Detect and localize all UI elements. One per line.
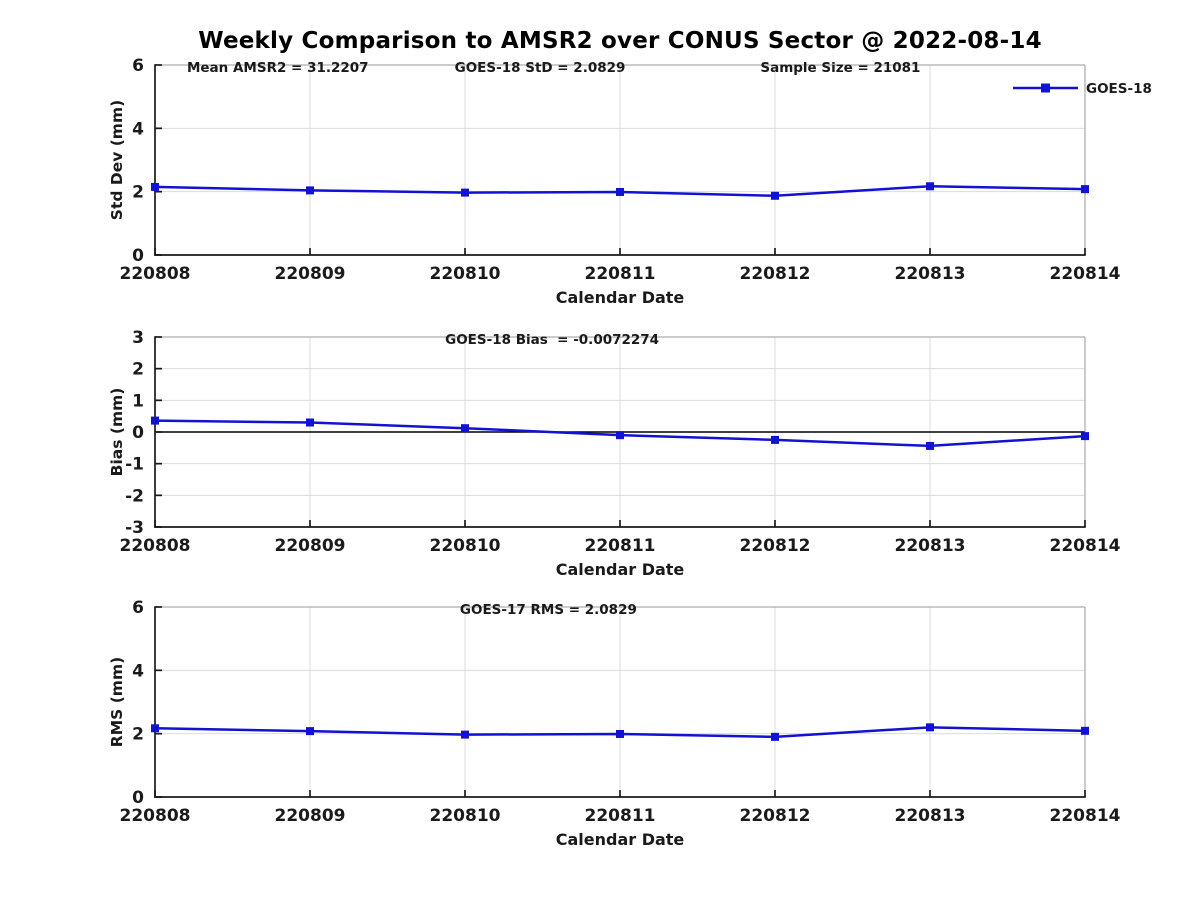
legend-marker-sample xyxy=(1041,83,1050,93)
series-marker xyxy=(1081,185,1089,194)
series-marker xyxy=(306,727,314,736)
y-tick-label: 6 xyxy=(132,598,144,618)
legend-label: GOES-18 xyxy=(1086,81,1152,97)
x-tick-label: 220808 xyxy=(120,806,191,826)
y-tick-label: 2 xyxy=(132,183,144,203)
series-marker xyxy=(926,441,934,450)
y-tick-label: -2 xyxy=(125,486,144,506)
x-tick-label: 220814 xyxy=(1050,536,1121,556)
series-marker xyxy=(616,729,624,738)
chart-x-axis-title: Calendar Date xyxy=(556,560,685,579)
series-marker xyxy=(771,191,779,200)
series-marker xyxy=(306,186,314,195)
series-marker xyxy=(151,416,159,425)
series-marker xyxy=(151,724,159,733)
series-marker xyxy=(1081,726,1089,735)
series-marker xyxy=(771,435,779,444)
chart-annotation: Mean AMSR2 = 31.2207 xyxy=(187,60,369,76)
x-tick-label: 220808 xyxy=(120,264,191,284)
y-tick-label: 4 xyxy=(132,661,144,681)
x-tick-label: 220811 xyxy=(585,536,656,556)
x-tick-label: 220809 xyxy=(275,536,346,556)
x-tick-label: 220810 xyxy=(430,536,501,556)
y-tick-label: 0 xyxy=(132,423,144,443)
y-tick-label: 0 xyxy=(132,788,144,808)
series-marker xyxy=(771,732,779,741)
y-tick-label: 2 xyxy=(132,725,144,745)
y-tick-label: 0 xyxy=(132,246,144,266)
x-tick-label: 220813 xyxy=(895,806,966,826)
y-tick-label: 2 xyxy=(132,360,144,380)
series-marker xyxy=(461,730,469,739)
series-marker xyxy=(616,431,624,440)
chart-rms: 0 2 4 6 220808 220809 220810 220811 220812 220813… xyxy=(108,598,1121,849)
y-tick-label: 3 xyxy=(132,328,144,348)
chart-annotation: GOES-18 Bias = -0.0072274 xyxy=(445,332,659,348)
chart-bias: -3 -2 -1 0 1 2 3 220808 220809 220810 220811 220812… xyxy=(108,328,1121,579)
series-marker xyxy=(461,188,469,197)
x-tick-label: 220811 xyxy=(585,806,656,826)
chart-x-axis-title: Calendar Date xyxy=(556,830,685,849)
x-tick-label: 220812 xyxy=(740,536,811,556)
x-tick-label: 220814 xyxy=(1050,264,1121,284)
chart-annotation: GOES-17 RMS = 2.0829 xyxy=(460,602,637,618)
x-tick-label: 220812 xyxy=(740,806,811,826)
x-tick-label: 220809 xyxy=(275,806,346,826)
series-marker xyxy=(1081,432,1089,441)
series-marker xyxy=(926,182,934,191)
x-tick-label: 220810 xyxy=(430,264,501,284)
series-marker xyxy=(926,723,934,732)
chart-std-dev: 0 2 4 6 220808 220809 220810 220811 220812 220813… xyxy=(108,56,1152,307)
x-tick-label: 220813 xyxy=(895,536,966,556)
chart-y-axis-title: Bias (mm) xyxy=(108,388,126,477)
x-tick-label: 220809 xyxy=(275,264,346,284)
chart-y-axis-title: Std Dev (mm) xyxy=(108,100,126,220)
series-marker xyxy=(306,418,314,427)
y-tick-label: -1 xyxy=(125,455,144,475)
x-tick-label: 220810 xyxy=(430,806,501,826)
chart-x-axis-title: Calendar Date xyxy=(556,288,685,307)
x-tick-label: 220813 xyxy=(895,264,966,284)
x-tick-label: 220808 xyxy=(120,536,191,556)
y-tick-label: -3 xyxy=(125,518,144,538)
chart-annotation: GOES-18 StD = 2.0829 xyxy=(455,60,626,76)
y-tick-label: 1 xyxy=(132,391,144,411)
figure-title: Weekly Comparison to AMSR2 over CONUS Se… xyxy=(198,28,1042,54)
chart-annotation: Sample Size = 21081 xyxy=(760,60,920,76)
series-marker xyxy=(461,424,469,433)
series-marker xyxy=(616,187,624,196)
x-tick-label: 220814 xyxy=(1050,806,1121,826)
y-tick-label: 6 xyxy=(132,56,144,76)
x-tick-label: 220812 xyxy=(740,264,811,284)
y-tick-label: 4 xyxy=(132,119,144,139)
chart-y-axis-title: RMS (mm) xyxy=(108,657,126,747)
x-tick-label: 220811 xyxy=(585,264,656,284)
series-marker xyxy=(151,182,159,191)
